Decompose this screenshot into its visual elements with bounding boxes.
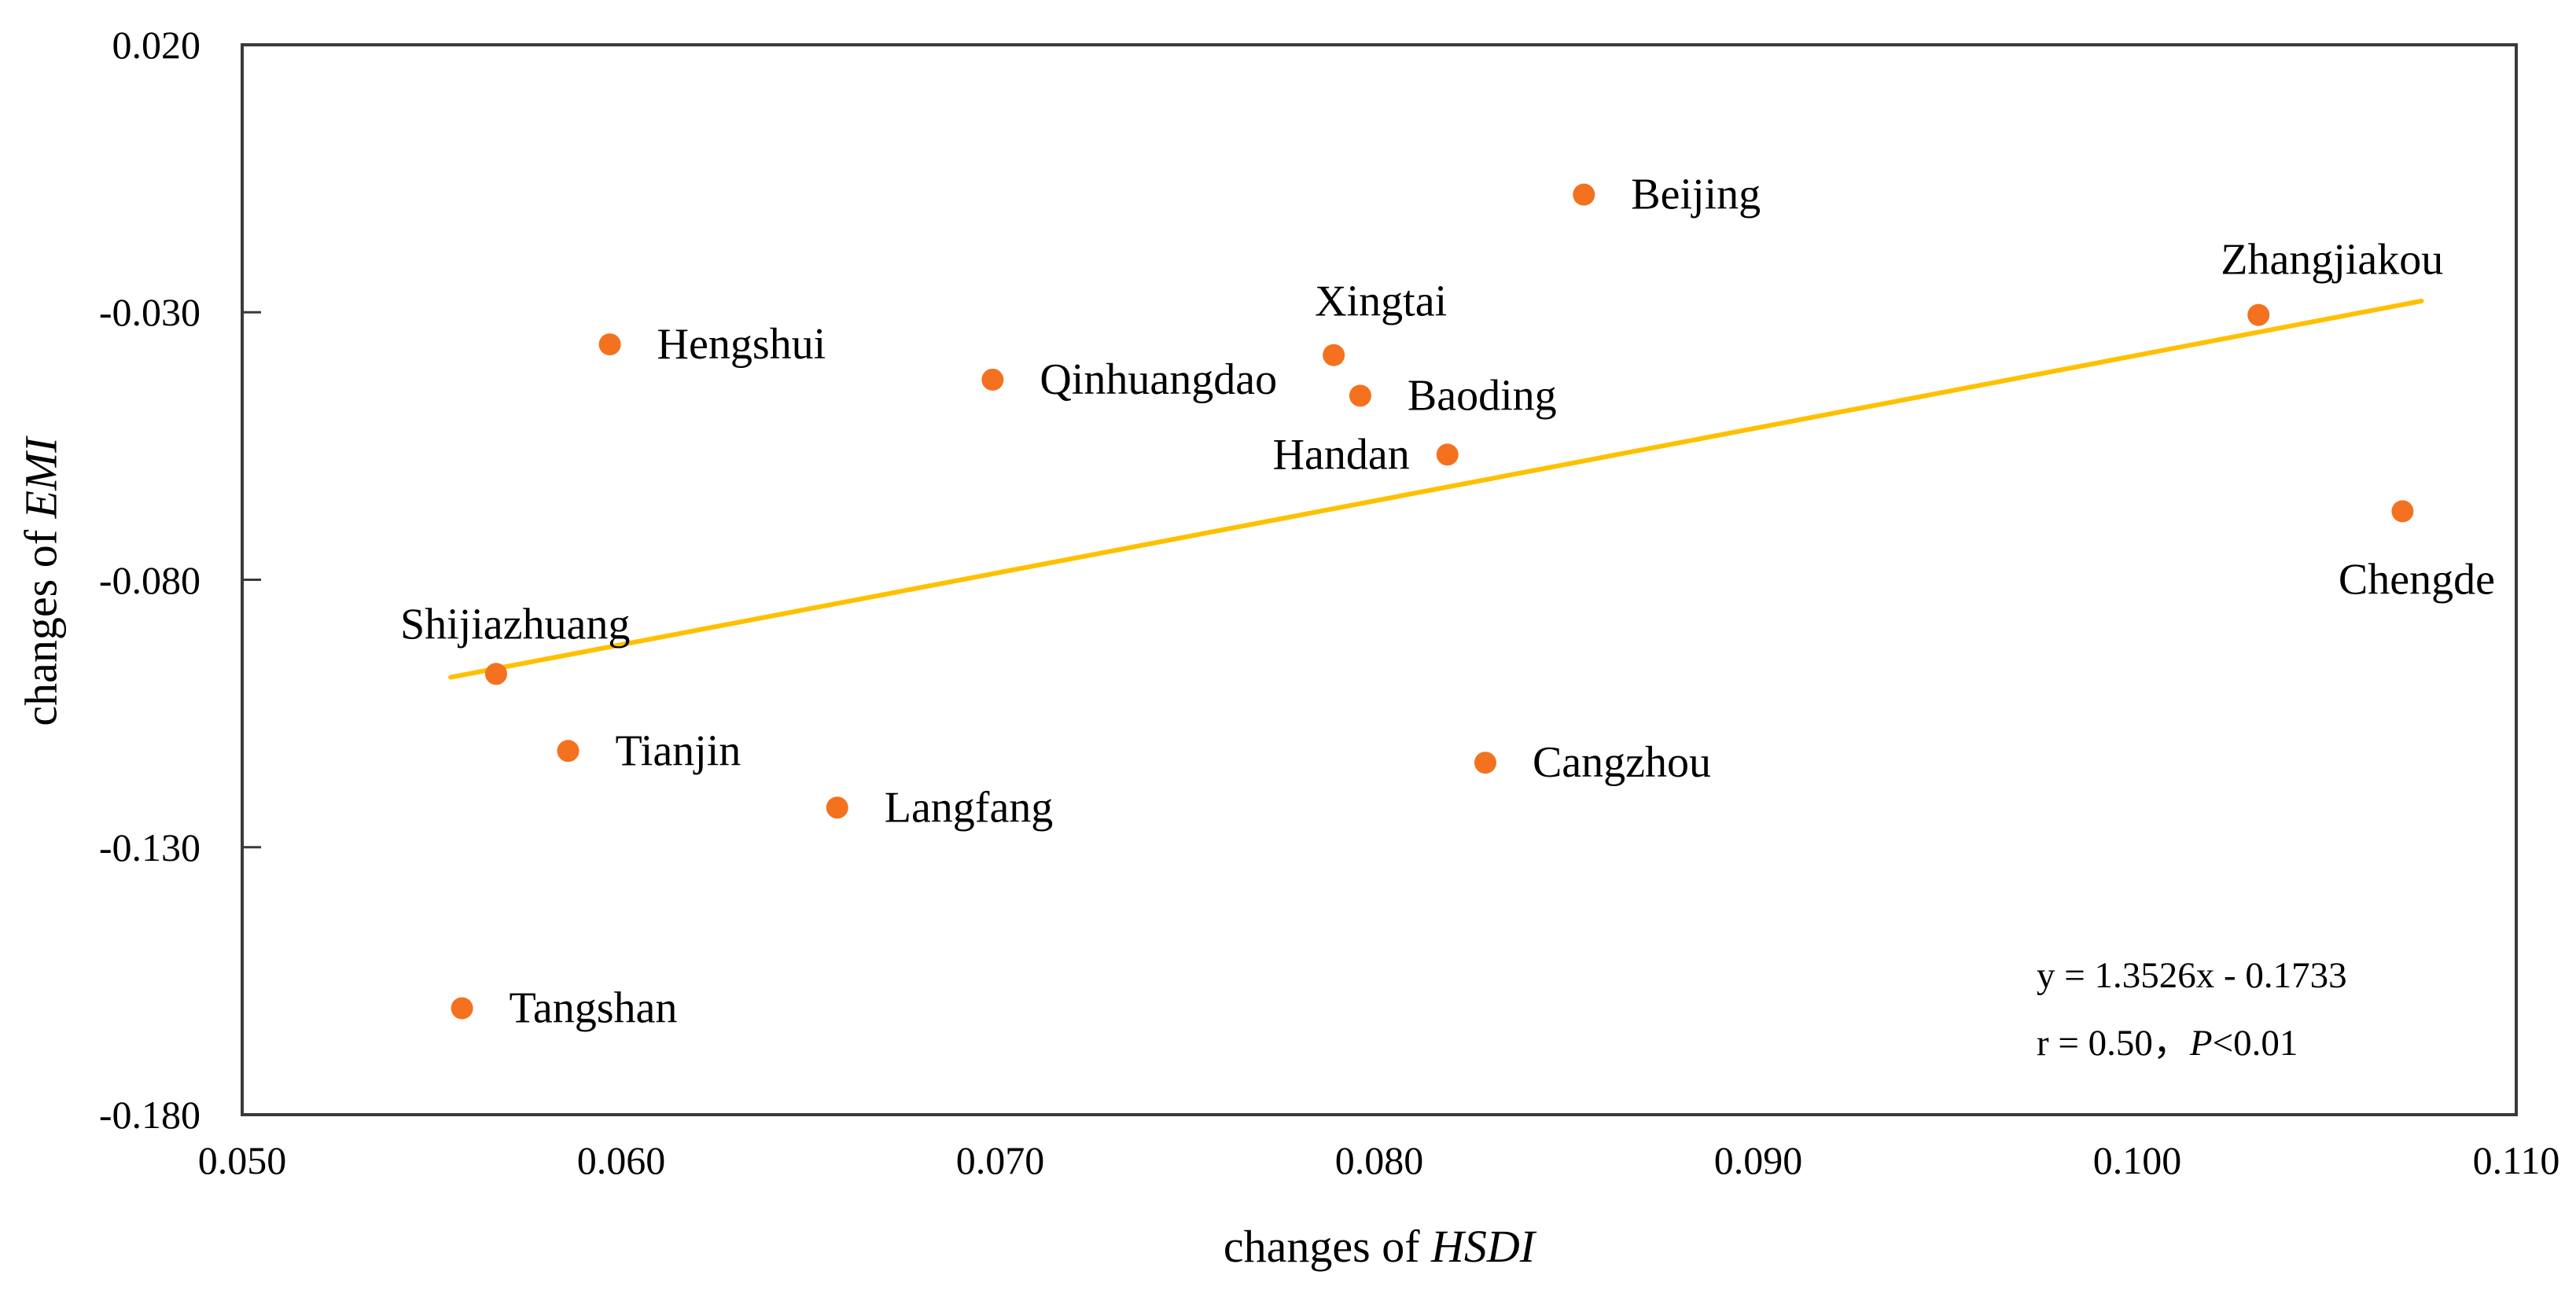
data-point-langfang: [826, 796, 848, 819]
city-label-handan: Handan: [1273, 430, 1410, 479]
x-tick-label-0.110: 0.110: [2472, 1138, 2560, 1182]
city-label-beijing: Beijing: [1631, 171, 1761, 219]
y-tick-label--0.030: -0.030: [98, 290, 201, 335]
data-point-zhangjiakou: [2247, 303, 2270, 326]
city-label-zhangjiakou: Zhangjiakou: [2221, 236, 2443, 285]
city-label-tangshan: Tangshan: [510, 984, 678, 1033]
y-tick-label--0.180: -0.180: [98, 1093, 201, 1137]
city-label-langfang: Langfang: [885, 783, 1054, 832]
x-tick-label-0.100: 0.100: [2092, 1138, 2182, 1182]
x-tick-label-0.070: 0.070: [955, 1138, 1045, 1182]
regression-stats-r: r = 0.50，: [2037, 1023, 2190, 1064]
city-label-cangzhou: Cangzhou: [1533, 738, 1711, 787]
regression-annotation: y = 1.3526x - 0.1733 r = 0.50，P<0.01: [2037, 942, 2347, 1077]
data-point-hengshui: [598, 333, 621, 356]
x-tick-label-0.080: 0.080: [1334, 1138, 1424, 1182]
y-axis-title-text: changes of: [15, 518, 67, 726]
x-axis-title-text: changes of: [1223, 1221, 1432, 1272]
x-tick-label-0.060: 0.060: [576, 1138, 666, 1182]
city-label-qinhuangdao: Qinhuangdao: [1040, 355, 1277, 404]
x-tick-label-0.050: 0.050: [197, 1138, 287, 1182]
plot-area: Beijing Zhangjiakou Hengshui Xingtai Qinhuan…: [241, 43, 2518, 1116]
city-label-hengshui: Hengshui: [657, 320, 826, 369]
city-label-baoding: Baoding: [1408, 371, 1557, 420]
data-point-xingtai: [1323, 344, 1345, 366]
regression-stats: r = 0.50，P<0.01: [2037, 1009, 2347, 1077]
y-tick-label-0.020: 0.020: [112, 23, 201, 67]
data-point-cangzhou: [1474, 752, 1496, 774]
regression-stats-threshold: <0.01: [2212, 1023, 2298, 1064]
city-label-tianjin: Tianjin: [616, 726, 742, 775]
city-label-xingtai: Xingtai: [1315, 277, 1447, 326]
x-axis-title: changes of HSDI: [1224, 1220, 1535, 1273]
trend-line: [448, 298, 2424, 680]
city-label-chengde: Chengde: [2339, 555, 2495, 604]
data-point-chengde: [2391, 500, 2414, 523]
x-axis-title-italic: HSDI: [1431, 1221, 1536, 1272]
y-tick-label--0.080: -0.080: [98, 557, 201, 602]
data-point-qinhuangdao: [981, 368, 1004, 391]
x-tick-label-0.090: 0.090: [1713, 1138, 1803, 1182]
data-point-tianjin: [557, 740, 580, 763]
data-point-beijing: [1573, 183, 1595, 206]
city-label-shijiazhuang: Shijiazhuang: [400, 600, 630, 649]
data-point-shijiazhuang: [484, 663, 507, 685]
data-point-handan: [1436, 443, 1459, 466]
regression-equation: y = 1.3526x - 0.1733: [2037, 955, 2347, 996]
regression-stats-p: P: [2189, 1023, 2213, 1064]
y-tick-label--0.130: -0.130: [98, 825, 201, 869]
data-point-baoding: [1349, 384, 1371, 407]
y-axis-title-italic: EMI: [15, 437, 67, 519]
data-point-tangshan: [451, 997, 473, 1020]
